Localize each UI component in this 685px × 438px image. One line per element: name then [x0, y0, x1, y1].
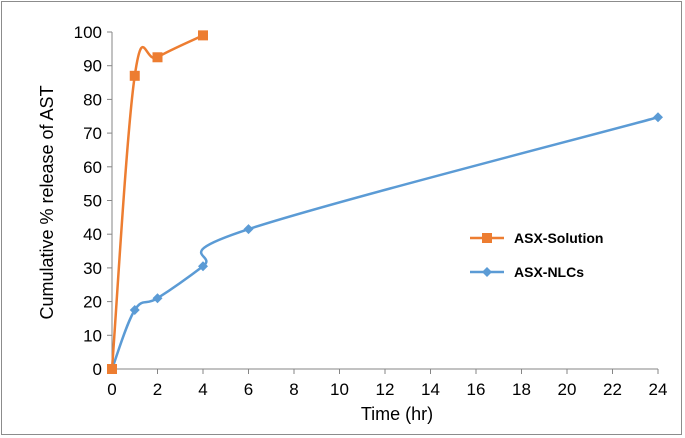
axes — [107, 31, 659, 374]
x-tick-label: 18 — [512, 380, 531, 399]
x-tick-label: 8 — [289, 380, 298, 399]
data-point-asx-solution — [152, 52, 163, 63]
data-point-asx-nlcs — [152, 293, 163, 304]
y-tick-label: 60 — [83, 158, 102, 177]
y-tick-label: 0 — [93, 360, 102, 379]
y-tick-label: 90 — [83, 57, 102, 76]
legend: ASX-Solution ASX-NLCs — [470, 230, 603, 280]
y-tick-label: 100 — [74, 23, 102, 42]
x-tick-label: 6 — [244, 380, 253, 399]
legend-swatch-marker — [482, 267, 492, 277]
series-asx-solution — [107, 30, 208, 374]
y-tick-label: 80 — [83, 90, 102, 109]
y-tick-label: 50 — [83, 192, 102, 211]
x-tick-label: 24 — [649, 380, 668, 399]
legend-item-asx-nlcs: ASX-NLCs — [470, 264, 584, 280]
legend-item-asx-solution: ASX-Solution — [470, 230, 603, 246]
x-tick-label: 4 — [198, 380, 207, 399]
y-tick-label: 20 — [83, 293, 102, 312]
series-asx-nlcs — [107, 112, 663, 374]
data-point-asx-nlcs — [653, 112, 663, 123]
y-axis-title: Cumulative % release of AST — [37, 85, 57, 319]
data-point-asx-solution — [129, 70, 140, 81]
data-point-asx-solution — [198, 30, 208, 41]
x-tick-label: 0 — [107, 380, 116, 399]
x-tick-label: 22 — [603, 380, 622, 399]
y-tick-label: 40 — [83, 225, 102, 244]
y-tick-label: 10 — [83, 326, 102, 345]
x-tick-label: 2 — [153, 380, 162, 399]
series-layer — [107, 30, 663, 374]
legend-swatch-marker — [482, 233, 492, 243]
x-tick-label: 12 — [376, 380, 395, 399]
x-tick-label: 10 — [330, 380, 349, 399]
legend-label: ASX-NLCs — [514, 264, 584, 280]
y-tick-label: 30 — [83, 259, 102, 278]
data-point-asx-solution — [107, 364, 117, 374]
x-tick-labels: 0 2 4 6 8 10 12 14 16 18 20 22 24 — [107, 380, 667, 399]
x-axis-title: Time (hr) — [361, 404, 433, 424]
series-line-asx-solution — [110, 34, 204, 370]
data-point-asx-nlcs — [198, 261, 208, 272]
x-tick-label: 20 — [558, 380, 577, 399]
legend-label: ASX-Solution — [514, 230, 603, 246]
data-point-asx-nlcs — [129, 305, 140, 316]
y-tick-label: 70 — [83, 124, 102, 143]
y-tick-labels: 0 10 20 30 40 50 60 70 80 90 100 — [74, 23, 102, 379]
data-point-asx-nlcs — [243, 224, 254, 235]
x-tick-label: 14 — [421, 380, 440, 399]
x-tick-label: 16 — [467, 380, 486, 399]
